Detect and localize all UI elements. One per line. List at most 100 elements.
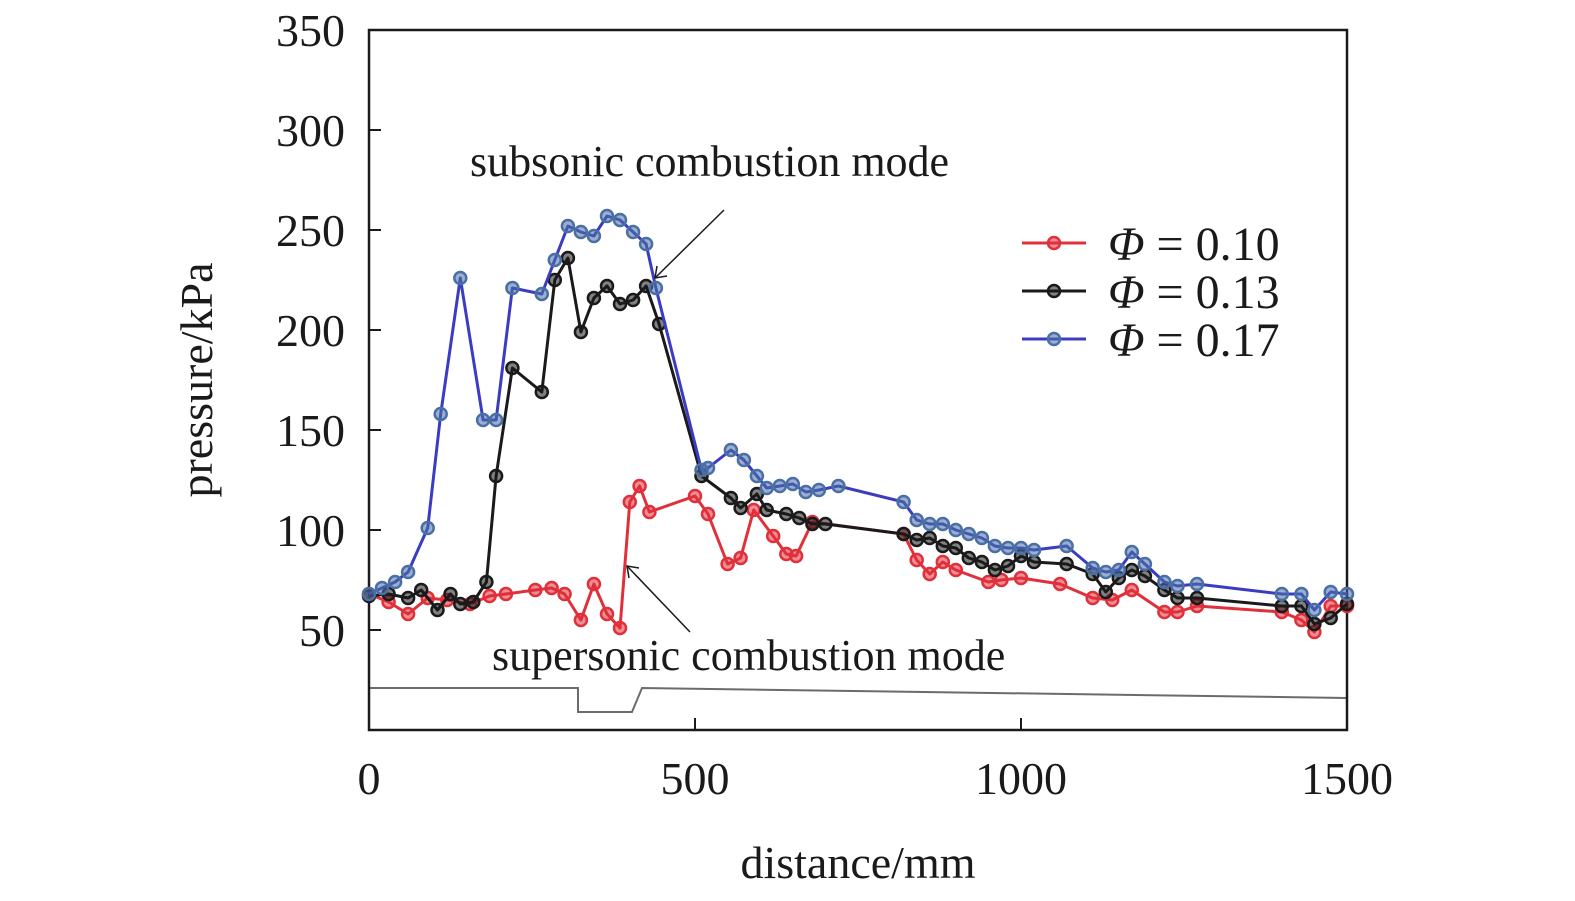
data-point — [1170, 604, 1185, 620]
data-point — [1137, 568, 1153, 584]
y-axis-ticks: 50 100 150 200 250 300 350 — [276, 5, 381, 656]
data-point — [560, 218, 576, 234]
data-point — [1170, 578, 1185, 594]
data-point — [612, 620, 628, 636]
data-point — [1189, 576, 1205, 592]
data-point — [475, 412, 491, 428]
data-point — [922, 516, 937, 532]
data-point — [586, 228, 602, 244]
data-point — [505, 360, 520, 376]
data-point — [1339, 586, 1355, 602]
data-point — [994, 572, 1009, 588]
data-point — [443, 586, 458, 602]
data-point — [896, 494, 911, 510]
y-tick-label: 200 — [276, 305, 345, 356]
series-2 — [361, 208, 1355, 618]
data-point — [612, 296, 628, 312]
data-point — [547, 272, 563, 288]
data-point — [1323, 610, 1338, 626]
data-point — [896, 526, 911, 542]
data-point — [599, 606, 615, 622]
data-point — [642, 504, 657, 520]
legend-entry-0: Φ = 0.10 — [1022, 218, 1280, 271]
data-point — [1052, 576, 1068, 592]
data-point — [573, 324, 589, 340]
x-axis-ticks: 0 500 1000 1500 — [358, 718, 1393, 804]
data-point — [374, 580, 390, 596]
data-point — [935, 538, 951, 554]
data-point — [974, 554, 990, 570]
data-point — [625, 292, 641, 308]
data-point — [560, 250, 576, 266]
data-point — [987, 538, 1003, 554]
data-point — [922, 530, 937, 546]
series-0 — [361, 478, 1355, 640]
x-axis-title: distance/mm — [740, 837, 975, 888]
data-point — [1323, 598, 1338, 614]
legend-label: Φ = 0.17 — [1108, 314, 1280, 367]
data-point — [1157, 574, 1172, 590]
data-point — [759, 502, 774, 518]
data-point — [547, 252, 563, 268]
combustor-geometry-outline — [369, 686, 1348, 713]
data-point — [1013, 570, 1029, 586]
data-point — [779, 506, 794, 522]
data-point — [573, 612, 589, 628]
y-tick-label: 150 — [276, 405, 345, 456]
data-point — [453, 270, 468, 286]
data-point — [785, 476, 801, 492]
supersonic-annotation-label: supersonic combustion mode — [492, 631, 1005, 680]
data-point — [961, 526, 977, 542]
data-point — [987, 562, 1003, 578]
data-point — [361, 586, 377, 602]
legend-marker — [1046, 283, 1062, 299]
data-point — [909, 532, 924, 548]
data-point — [400, 606, 416, 622]
legend-label: Φ = 0.10 — [1108, 218, 1280, 271]
y-tick-label: 250 — [276, 205, 345, 256]
data-point — [909, 552, 924, 568]
data-point — [948, 522, 964, 538]
data-point — [1124, 562, 1140, 578]
data-point — [700, 506, 716, 522]
data-point — [505, 280, 520, 296]
data-point — [723, 442, 739, 458]
data-point — [622, 494, 638, 510]
data-point — [1274, 598, 1290, 614]
data-point — [723, 490, 739, 506]
annotations: subsonic combustion mode supersonic comb… — [470, 137, 1005, 680]
data-point — [557, 586, 572, 602]
data-point — [400, 564, 416, 580]
data-point — [909, 512, 924, 528]
data-point — [632, 478, 647, 494]
data-point — [498, 586, 514, 602]
data-point — [1294, 598, 1309, 614]
axes-frame — [367, 28, 1349, 732]
data-point — [1098, 584, 1114, 600]
data-point — [387, 574, 403, 590]
data-point — [733, 500, 748, 516]
data-point — [488, 412, 504, 428]
data-point — [586, 576, 602, 592]
data-point — [534, 384, 550, 400]
data-point — [638, 236, 654, 252]
data-point — [1059, 538, 1074, 554]
data-point — [1098, 564, 1114, 580]
x-tick-label: 1500 — [1301, 753, 1393, 804]
data-point — [935, 554, 951, 570]
data-point — [981, 574, 996, 590]
data-point — [1085, 590, 1100, 606]
legend-entry-2: Φ = 0.17 — [1022, 314, 1280, 367]
data-point — [400, 590, 416, 606]
legend-label: Φ = 0.13 — [1108, 266, 1280, 319]
y-tick-label: 100 — [276, 505, 345, 556]
data-point — [811, 482, 827, 498]
data-point — [1000, 540, 1016, 556]
data-point — [479, 574, 494, 590]
data-point — [420, 520, 435, 536]
data-point — [599, 278, 615, 294]
data-point — [433, 406, 448, 422]
data-point — [544, 580, 559, 596]
y-tick-label: 50 — [299, 605, 345, 656]
x-tick-label: 500 — [661, 753, 730, 804]
